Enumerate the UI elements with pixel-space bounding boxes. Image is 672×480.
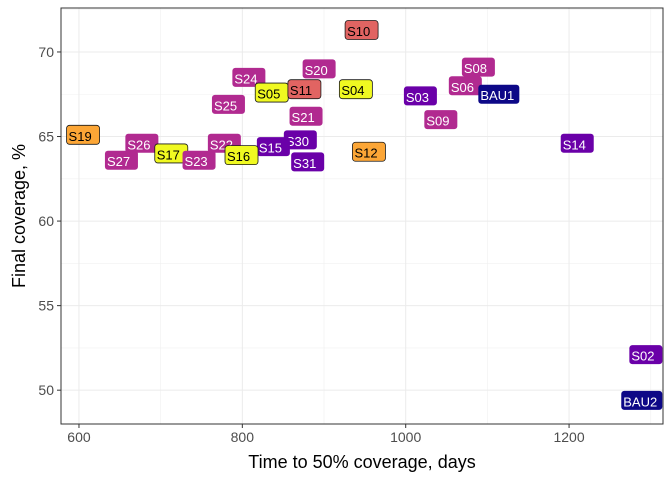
point-box [104,150,138,170]
point-s15: S15 [256,137,290,157]
point-box [125,133,159,153]
point-label: S27 [107,154,130,169]
point-label: S24 [234,71,257,86]
point-box [629,345,663,365]
point-box [224,145,259,166]
point-label: S17 [157,147,180,162]
point-s12: S12 [352,141,386,162]
point-s20: S20 [302,59,336,79]
y-tick-label: 60 [38,213,54,229]
point-label: S23 [185,154,208,169]
data-points: S10 S08 S20 S24 S06 S05 S11 S04 S03 BAU1 S25 S21 S09… [66,20,663,410]
point-box [287,79,322,100]
point-label: S12 [354,146,377,161]
x-axis-title: Time to 50% coverage, days [248,452,475,472]
point-box [283,130,317,150]
point-label: S31 [293,156,316,171]
point-s02: S02 [629,345,663,365]
point-s27: S27 [104,150,138,170]
y-tick-label: 65 [38,129,54,145]
point-label: S30 [286,134,309,149]
point-box [338,79,373,100]
point-box [291,152,325,172]
x-tick-label: 800 [231,429,255,445]
point-box [448,76,482,96]
point-s09: S09 [424,110,458,130]
point-label: S19 [69,129,92,144]
point-box [621,390,663,410]
panel-border [60,7,664,425]
point-label: S05 [257,87,280,102]
point-box [560,133,594,153]
point-s30: S30 [283,130,317,150]
point-bau2: BAU2 [621,390,663,410]
point-s31: S31 [291,152,325,172]
point-s17: S17 [154,143,189,164]
point-box [211,94,245,114]
point-box [66,124,100,145]
point-label: S16 [227,149,250,164]
x-tick-label: 600 [67,429,91,445]
point-s11: S11 [287,79,322,100]
point-box [344,20,379,40]
y-tick-label: 50 [38,382,54,398]
point-label: S20 [305,63,328,78]
grid-minor [61,8,663,424]
point-label: BAU1 [480,88,514,103]
point-s06: S06 [448,76,482,96]
y-axis-title: Final coverage, % [9,144,29,288]
y-axis-ticks: 50 55 60 65 70 [38,44,61,398]
point-box [352,141,386,162]
point-label: S09 [426,114,449,129]
point-box [232,67,266,87]
point-s08: S08 [461,57,495,77]
point-box [182,150,216,170]
point-box [424,110,458,130]
point-s21: S21 [289,106,323,126]
point-box [302,59,336,79]
point-label: S06 [451,80,474,95]
point-box [461,57,495,77]
point-s05: S05 [254,82,289,103]
point-s26: S26 [125,133,159,153]
point-label: S11 [290,83,312,98]
grid-major [61,8,663,424]
point-s19: S19 [66,124,100,145]
point-label: S08 [464,61,487,76]
point-s25: S25 [211,94,245,114]
point-label: S10 [347,24,370,39]
point-s23: S23 [182,150,216,170]
point-label: S26 [127,137,150,152]
point-label: S21 [292,110,315,125]
point-box [403,86,437,106]
point-s04: S04 [338,79,373,100]
point-s24: S24 [232,67,266,87]
point-label: S25 [214,98,237,113]
y-tick-label: 70 [38,44,54,60]
point-s16: S16 [224,145,259,166]
y-tick-label: 55 [38,298,54,314]
x-axis-ticks: 600 800 1000 1200 [67,424,585,445]
point-box [256,137,290,157]
point-s10: S10 [344,20,379,40]
point-box [478,84,520,104]
point-label: S14 [563,137,586,152]
point-label: S02 [631,349,654,364]
x-tick-label: 1200 [553,429,584,445]
point-label: BAU2 [623,394,657,409]
point-label: S15 [259,141,282,156]
point-bau1: BAU1 [478,84,520,104]
point-label: S04 [341,83,364,98]
point-s14: S14 [560,133,594,153]
point-label: S03 [406,90,429,105]
point-s03: S03 [403,86,437,106]
x-tick-label: 1000 [390,429,421,445]
point-box [289,106,323,126]
